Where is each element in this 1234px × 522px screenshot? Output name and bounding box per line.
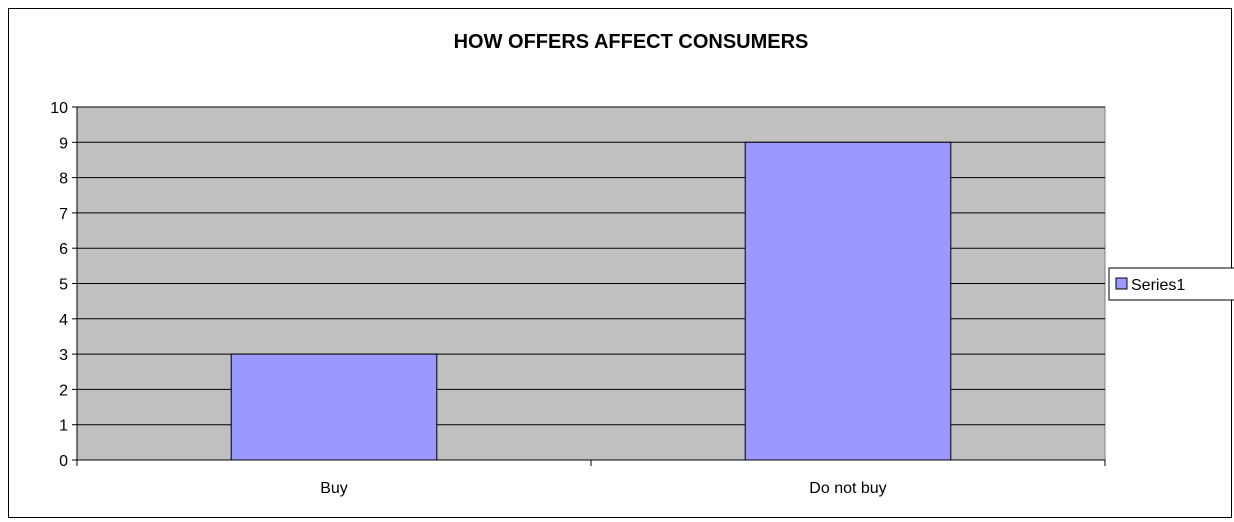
legend-box	[1108, 267, 1234, 301]
chart-title: HOW OFFERS AFFECT CONSUMERS	[454, 31, 809, 53]
x-tick-label: Buy	[320, 480, 348, 497]
y-tick-label: 10	[50, 100, 68, 117]
legend: Series1	[1108, 267, 1234, 301]
y-tick-label: 9	[59, 135, 68, 152]
y-tick-label: 7	[59, 206, 68, 223]
x-axis: Buy Do not buy	[76, 459, 1106, 497]
bar-buy	[230, 353, 438, 461]
y-tick-label: 1	[59, 418, 68, 435]
y-tick-label: 6	[59, 241, 68, 258]
y-tick-label: 3	[59, 347, 68, 364]
bar-do-not-buy	[744, 141, 952, 461]
y-tick-label: 2	[59, 382, 68, 399]
x-tick-label: Do not buy	[809, 480, 886, 497]
y-tick-label: 4	[59, 312, 68, 329]
y-tick-label: 8	[59, 171, 68, 188]
y-tick-label: 5	[59, 277, 68, 294]
y-tick-label: 0	[59, 453, 68, 470]
legend-label: Series1	[1131, 277, 1185, 294]
legend-swatch	[1115, 277, 1128, 290]
y-axis: 0 1 2 3 4 5 6 7 8 9 10	[50, 100, 78, 470]
